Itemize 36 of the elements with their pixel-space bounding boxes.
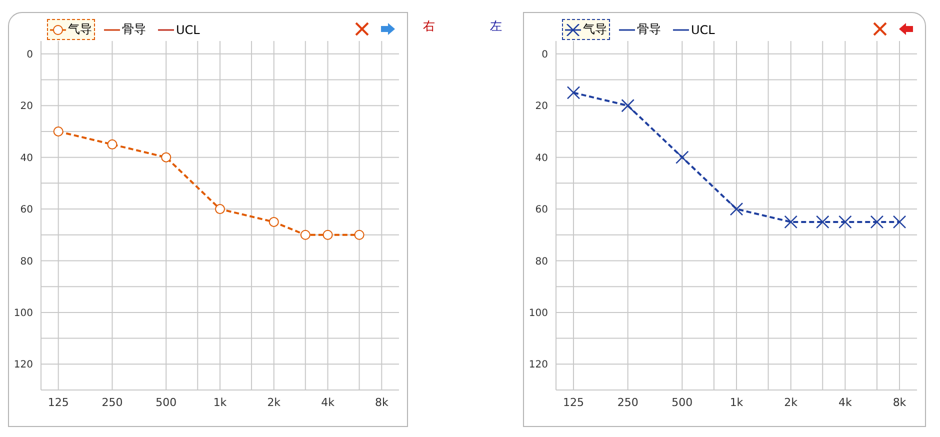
x-tick-label: 250 — [102, 396, 123, 409]
y-tick-label: 0 — [26, 49, 33, 60]
x-tick-label: 2k — [784, 396, 798, 409]
x-tick-label: 500 — [156, 396, 177, 409]
x-tick-label: 1k — [730, 396, 744, 409]
x-tick-label: 1k — [213, 396, 228, 409]
x-tick-label: 8k — [892, 396, 907, 409]
x-tick-label: 125 — [562, 396, 584, 409]
y-tick-label: 60 — [20, 204, 33, 216]
x-tick-label: 8k — [374, 396, 389, 409]
y-tick-label: 80 — [535, 256, 548, 268]
y-tick-label: 40 — [20, 152, 33, 164]
x-tick-label: 500 — [672, 396, 693, 409]
x-tick-label: 4k — [321, 396, 336, 409]
y-tick-label: 120 — [14, 360, 33, 371]
y-tick-label: 20 — [535, 101, 548, 112]
y-tick-label: 120 — [528, 360, 548, 371]
x-tick-label: 250 — [617, 396, 638, 409]
y-tick-label: 40 — [535, 152, 548, 164]
legend-label: UCL — [176, 22, 200, 36]
text: 右 — [423, 18, 435, 35]
y-tick-label: 20 — [20, 101, 33, 112]
legend-label: 气导 — [68, 21, 92, 38]
y-tick-label: 100 — [528, 308, 548, 319]
x-tick-label: 4k — [838, 396, 852, 409]
y-tick-label: 80 — [20, 256, 33, 268]
x-tick-label: 2k — [267, 396, 282, 409]
y-tick-label: 100 — [14, 308, 33, 319]
y-tick-label: 0 — [542, 49, 548, 60]
legend-label: UCL — [691, 22, 715, 36]
legend-label: 骨导 — [637, 21, 661, 38]
text: 左 — [490, 18, 502, 35]
y-tick-label: 60 — [535, 204, 548, 216]
x-tick-label: 125 — [48, 396, 69, 409]
legend-label: 骨导 — [122, 21, 146, 38]
legend-label: 气导 — [583, 21, 607, 38]
